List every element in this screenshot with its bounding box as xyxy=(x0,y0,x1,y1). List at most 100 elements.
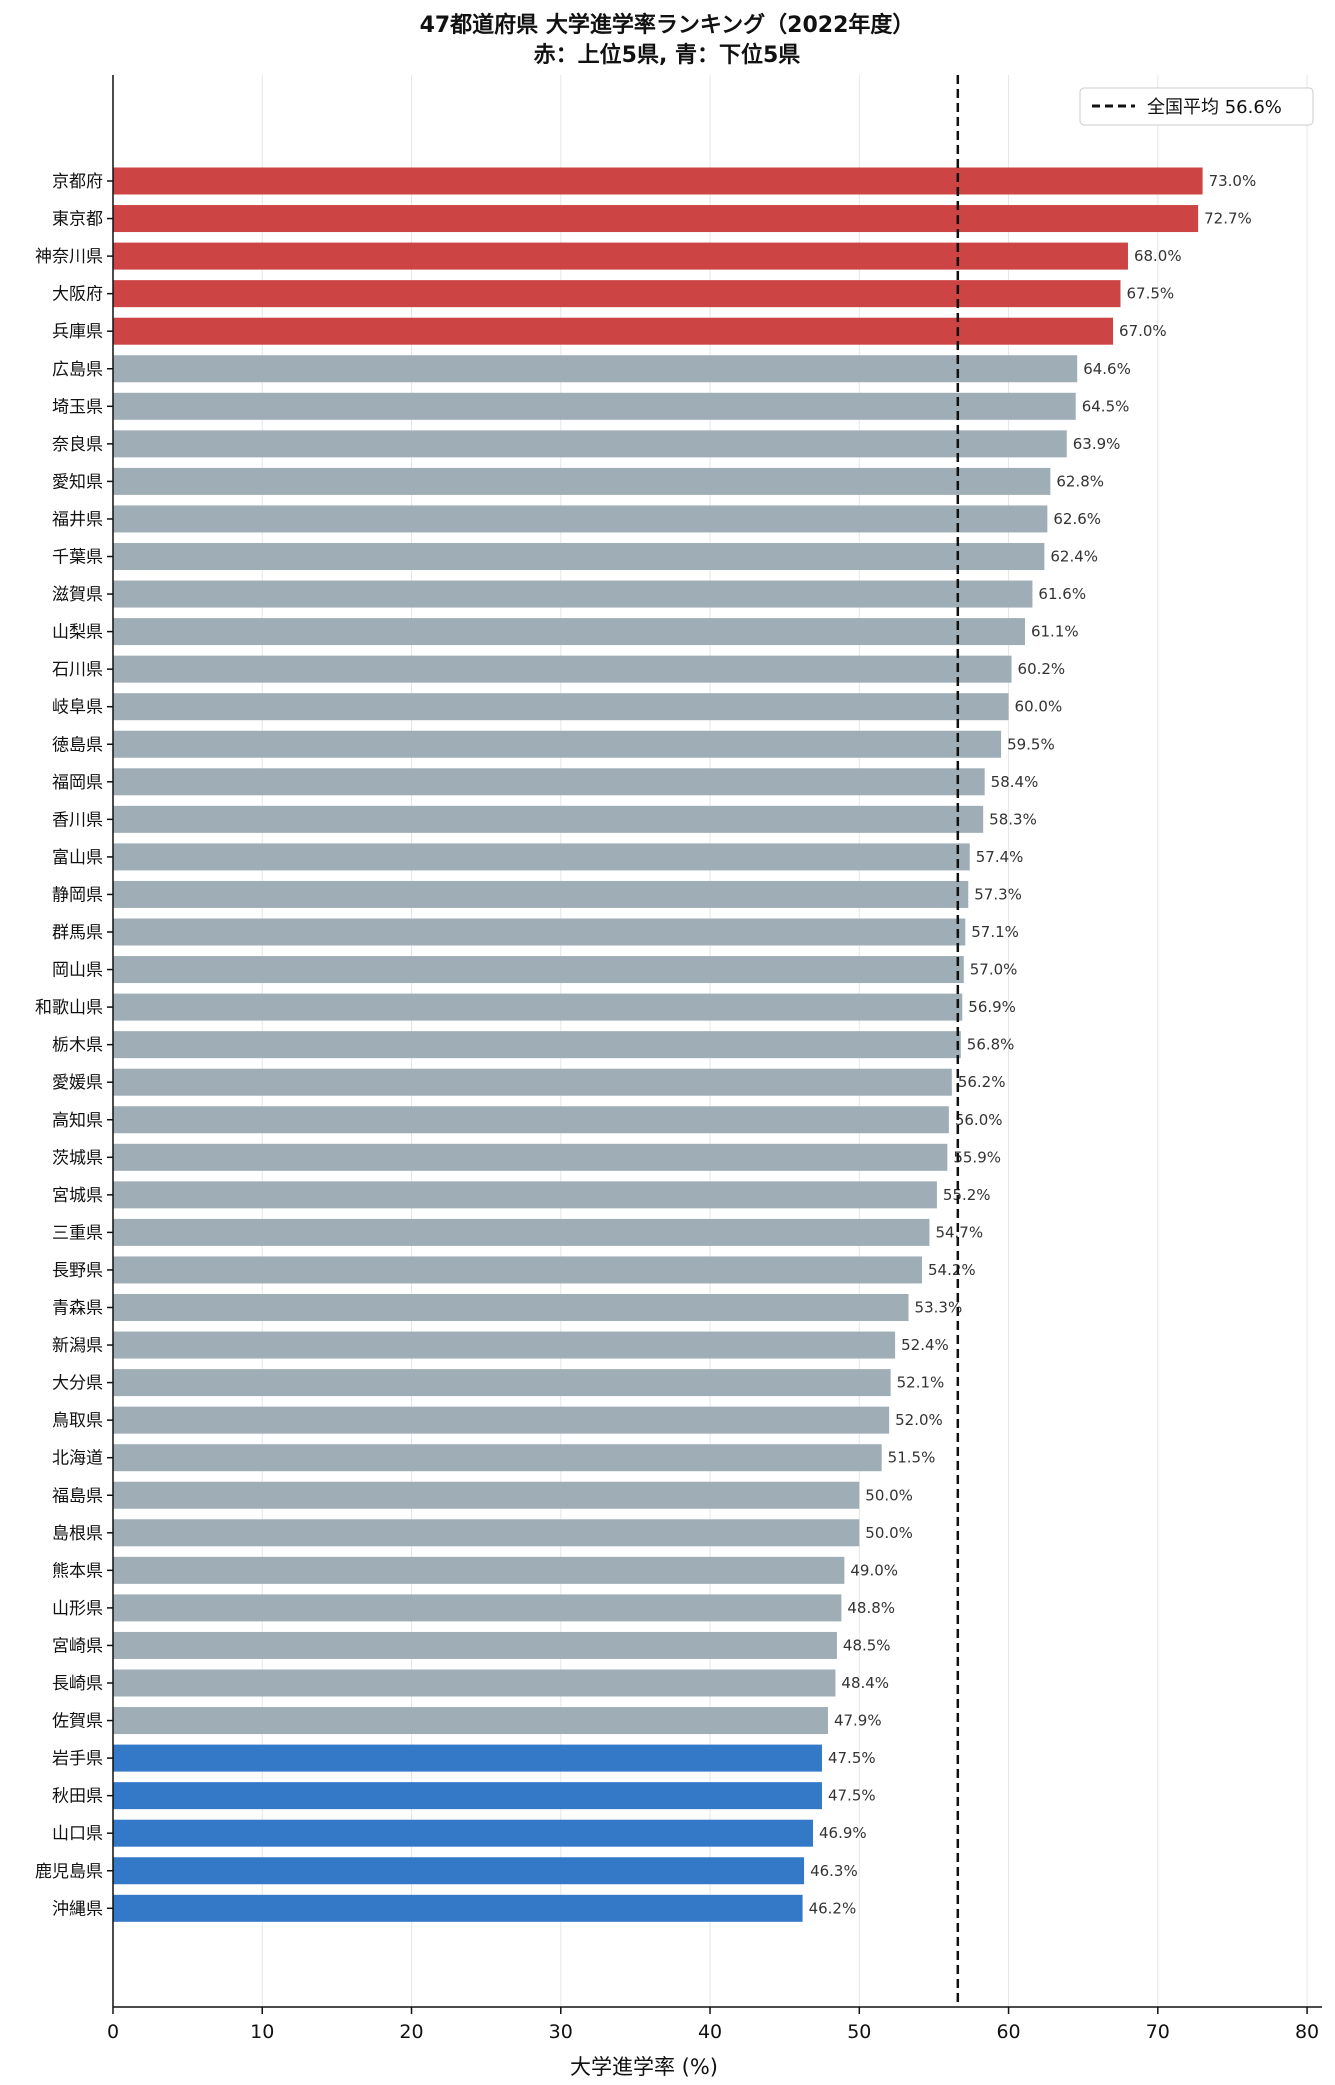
x-tick-label: 50 xyxy=(847,2021,871,2043)
bar xyxy=(113,843,970,871)
bar xyxy=(113,1857,805,1885)
bar xyxy=(113,1819,814,1847)
bar xyxy=(113,1369,891,1397)
data-label: 62.6% xyxy=(1053,510,1101,528)
y-tick-label: 岡山県 xyxy=(52,961,103,981)
x-axis-title: 大学進学率 (%) xyxy=(570,2055,718,2079)
y-tick-label: 鳥取県 xyxy=(52,1411,103,1431)
y-tick-label: 大阪府 xyxy=(52,285,103,305)
bar xyxy=(113,1556,845,1584)
y-tick-label: 岩手県 xyxy=(52,1749,103,1769)
bar xyxy=(113,430,1067,458)
data-label: 47.5% xyxy=(828,1787,876,1805)
y-tick-label: 山口県 xyxy=(52,1824,103,1844)
data-label: 46.3% xyxy=(810,1862,858,1880)
y-tick-label: 愛知県 xyxy=(52,472,103,492)
data-label: 68.0% xyxy=(1134,247,1182,265)
x-tick-label: 60 xyxy=(996,2021,1020,2043)
bar xyxy=(113,1406,890,1434)
bar xyxy=(113,280,1121,308)
bar xyxy=(113,1218,930,1246)
y-tick-label: 茨城県 xyxy=(52,1148,103,1168)
data-label: 49.0% xyxy=(850,1561,898,1579)
y-tick-label: 和歌山県 xyxy=(35,998,103,1018)
bar xyxy=(113,1068,952,1096)
bar xyxy=(113,1444,882,1472)
y-tick-label: 福井県 xyxy=(52,510,103,530)
y-tick-label: 東京都 xyxy=(52,210,103,230)
y-tick-label: 富山県 xyxy=(52,848,103,868)
y-tick-label: 奈良県 xyxy=(52,435,103,455)
bar xyxy=(113,918,966,946)
y-tick-label: 山梨県 xyxy=(52,623,103,643)
y-tick-label: 熊本県 xyxy=(52,1561,103,1581)
bar xyxy=(113,880,969,908)
bar xyxy=(113,1782,822,1810)
bar xyxy=(113,1106,949,1134)
data-label: 53.3% xyxy=(915,1299,963,1317)
y-tick-label: 佐賀県 xyxy=(52,1712,103,1732)
data-label: 59.5% xyxy=(1007,735,1055,753)
y-tick-label: 北海道 xyxy=(52,1449,103,1469)
y-tick-label: 秋田県 xyxy=(52,1787,103,1807)
x-tick-label: 30 xyxy=(549,2021,573,2043)
data-label: 48.5% xyxy=(843,1636,891,1654)
data-label: 50.0% xyxy=(865,1486,913,1504)
y-tick-label: 静岡県 xyxy=(52,885,103,905)
y-tick-label: 長崎県 xyxy=(52,1674,103,1694)
data-label: 62.4% xyxy=(1050,548,1098,566)
bar xyxy=(113,730,1002,758)
y-tick-label: 高知県 xyxy=(52,1111,103,1131)
data-label: 67.0% xyxy=(1119,322,1167,340)
data-label: 56.8% xyxy=(967,1036,1015,1054)
bar xyxy=(113,993,963,1021)
y-tick-label: 岐阜県 xyxy=(52,698,103,718)
data-label: 56.9% xyxy=(968,998,1016,1016)
y-tick-label: 青森県 xyxy=(52,1299,103,1319)
y-tick-label: 滋賀県 xyxy=(52,585,103,605)
axes: 0 10 20 30 40 50 60 70 80 京都府東京都神奈川県大阪府兵庫県広島県埼玉県奈… xyxy=(35,75,1322,2043)
data-label: 54.2% xyxy=(928,1261,976,1279)
y-tick-label: 埼玉県 xyxy=(52,397,103,417)
data-label: 57.4% xyxy=(976,848,1024,866)
legend-label: 全国平均 56.6% xyxy=(1147,97,1282,118)
x-tick-label: 80 xyxy=(1295,2021,1319,2043)
data-label: 56.2% xyxy=(958,1073,1006,1091)
data-label: 52.1% xyxy=(897,1374,945,1392)
bar xyxy=(113,693,1009,721)
bar xyxy=(113,1894,803,1922)
data-label: 60.2% xyxy=(1018,660,1066,678)
bar xyxy=(113,1481,860,1509)
bar xyxy=(113,242,1128,270)
bar xyxy=(113,167,1203,195)
bar xyxy=(113,1031,961,1059)
data-label: 58.3% xyxy=(989,810,1037,828)
bar xyxy=(113,580,1033,608)
data-label: 57.0% xyxy=(970,961,1018,979)
data-label: 52.0% xyxy=(895,1411,943,1429)
y-tick-label: 群馬県 xyxy=(52,923,103,943)
data-label: 55.2% xyxy=(943,1186,991,1204)
x-tick-label: 10 xyxy=(250,2021,274,2043)
y-tick-label: 徳島県 xyxy=(52,735,103,755)
data-label: 56.0% xyxy=(955,1111,1003,1129)
y-tick-label: 宮崎県 xyxy=(52,1636,103,1656)
data-label: 63.9% xyxy=(1073,435,1121,453)
bar xyxy=(113,1143,948,1171)
bar xyxy=(113,205,1199,233)
data-label: 72.7% xyxy=(1204,210,1252,228)
bar xyxy=(113,1631,837,1659)
bar xyxy=(113,1294,909,1321)
data-label: 57.3% xyxy=(974,885,1022,903)
y-tick-label: 愛媛県 xyxy=(52,1073,103,1093)
bar xyxy=(113,805,984,833)
x-tick-label: 0 xyxy=(107,2021,119,2043)
data-label: 64.6% xyxy=(1083,360,1131,378)
data-label: 50.0% xyxy=(865,1524,913,1542)
y-tick-label: 神奈川県 xyxy=(35,247,103,267)
data-label: 73.0% xyxy=(1209,172,1257,190)
data-label: 57.1% xyxy=(971,923,1019,941)
bar xyxy=(113,1744,822,1772)
y-tick-label: 長野県 xyxy=(52,1261,103,1281)
